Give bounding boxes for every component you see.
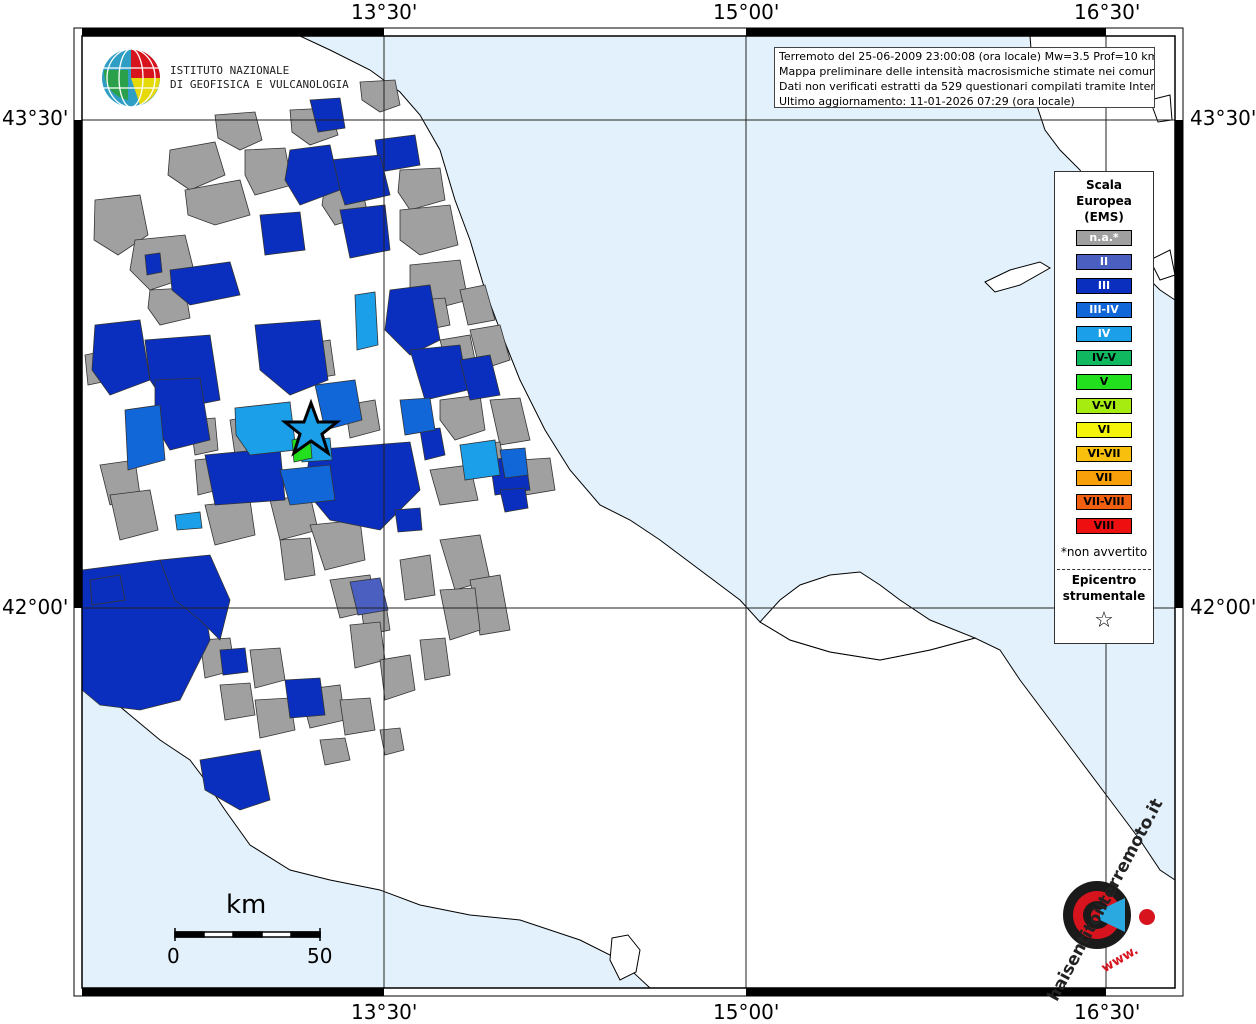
hsi-logo-icon <box>1063 881 1155 949</box>
graticule <box>82 36 1175 988</box>
land-gargano <box>759 571 977 661</box>
tick-bottom-1630: 16°30' <box>1074 1000 1141 1024</box>
legend-item: V <box>1076 374 1132 390</box>
legend-title: Scala Europea (EMS) <box>1055 177 1153 225</box>
municipalities-ii <box>349 577 389 616</box>
scale-bar <box>174 928 321 941</box>
tick-bottom-1500: 15°00' <box>713 1000 780 1024</box>
ingv-logo-icon <box>102 48 160 108</box>
legend-item: VII <box>1076 470 1132 486</box>
scale-unit: km <box>226 890 267 920</box>
event-info-box: Terremoto del 25-06-2009 23:00:08 (ora l… <box>774 47 1155 108</box>
legend-item: III-IV <box>1076 302 1132 318</box>
scale-max: 50 <box>307 944 333 968</box>
legend-title-3: (EMS) <box>1084 210 1124 224</box>
frame-bars <box>74 28 1183 996</box>
event-info-line-2: Mappa preliminare delle intensità macros… <box>779 65 1155 78</box>
tick-top-1330: 13°30' <box>351 0 418 24</box>
logo-line-1: ISTITUTO NAZIONALE <box>170 64 290 77</box>
epicentre-star-icon <box>280 398 342 457</box>
tick-right-4200: 42°00' <box>1190 595 1256 619</box>
legend-item: VII-VIII <box>1076 494 1132 510</box>
legend-item: IV-V <box>1076 350 1132 366</box>
municipalities-iii <box>81 97 531 811</box>
legend-note: *non avvertito <box>1060 545 1148 559</box>
scale-min: 0 <box>167 944 180 968</box>
legend-item: IV <box>1076 326 1132 342</box>
legend-item: VI-VII <box>1076 446 1132 462</box>
land-italy <box>81 35 1176 989</box>
legend-star-icon: ☆ <box>1094 608 1114 633</box>
tick-top-1500: 15°00' <box>713 0 780 24</box>
legend-epicentre-2: strumentale <box>1062 589 1146 603</box>
municipalities-iv <box>174 291 501 531</box>
tick-top-1630: 16°30' <box>1074 0 1141 24</box>
legend-epicentre-1: Epicentro <box>1071 573 1137 587</box>
island-3 <box>609 934 641 981</box>
tick-left-4330: 43°30' <box>2 106 69 130</box>
legend-item: III <box>1076 278 1132 294</box>
legend-item: V-VI <box>1076 398 1132 414</box>
logo-line-2: DI GEOFISICA E VULCANOLOGIA <box>170 78 349 91</box>
municipalities-iii-iv <box>124 379 529 506</box>
legend-item: n.a.* <box>1076 230 1132 246</box>
legend-item: II <box>1076 254 1132 270</box>
island-1 <box>984 261 1051 293</box>
event-info-line-4: Ultimo aggiornamento: 11-01-2026 07:29 (… <box>779 95 1075 108</box>
intensity-legend: Scala Europea (EMS) n.a.* II III III-IV IV IV… <box>1054 171 1154 644</box>
tick-bottom-1330: 13°30' <box>351 1000 418 1024</box>
event-info-line-1: Terremoto del 25-06-2009 23:00:08 (ora l… <box>779 50 1155 63</box>
legend-title-1: Scala <box>1085 178 1123 192</box>
event-info-line-3: Dati non verificati estratti da 529 ques… <box>779 80 1155 93</box>
legend-title-2: Europea <box>1076 194 1132 208</box>
legend-epicentre-label: Epicentro strumentale <box>1055 572 1153 604</box>
tick-left-4200: 42°00' <box>2 595 69 619</box>
legend-item: VIII <box>1076 518 1132 534</box>
tick-right-4330: 43°30' <box>1190 106 1256 130</box>
legend-divider <box>1057 569 1151 570</box>
legend-item: VI <box>1076 422 1132 438</box>
